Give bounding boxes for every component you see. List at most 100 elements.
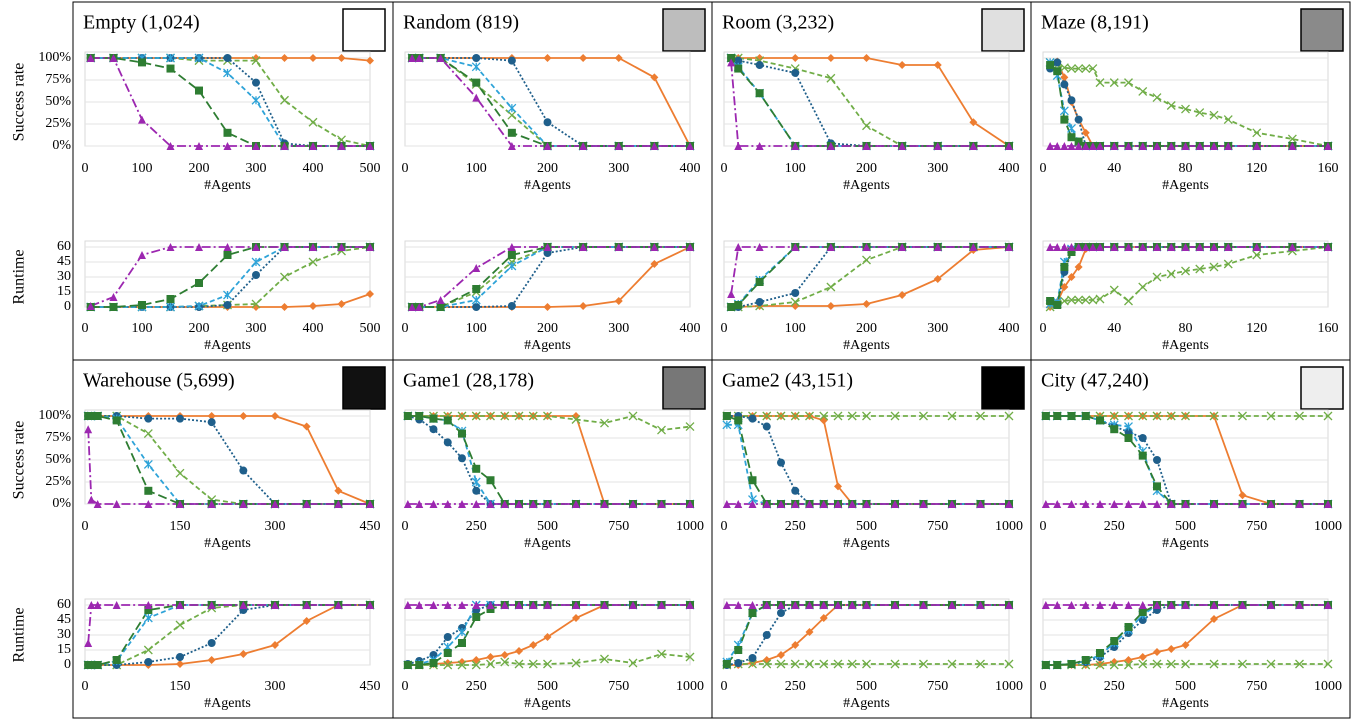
y-tick-label: 45	[57, 254, 71, 269]
marker	[827, 283, 835, 291]
marker	[1110, 425, 1118, 433]
marker	[1153, 648, 1161, 656]
marker	[252, 79, 260, 87]
marker	[110, 303, 118, 311]
marker	[430, 415, 438, 423]
marker	[756, 278, 764, 286]
x-tick-label: 0	[1040, 679, 1047, 694]
marker	[110, 293, 118, 301]
plot-border	[85, 410, 370, 504]
y-tick-label: 45	[57, 612, 71, 627]
marker	[415, 412, 423, 420]
x-tick-label: 1000	[676, 679, 704, 694]
marker	[1053, 58, 1061, 66]
marker	[579, 54, 587, 62]
marker	[224, 69, 232, 77]
marker	[487, 653, 495, 661]
marker	[144, 430, 152, 438]
y-tick-label: 75%	[45, 430, 71, 445]
marker	[1053, 661, 1061, 669]
x-tick-label: 500	[856, 519, 877, 534]
x-tick-label: 200	[189, 321, 210, 336]
marker	[1167, 645, 1175, 653]
marker	[176, 653, 184, 661]
marker	[472, 613, 480, 621]
y-tick-label: 30	[57, 627, 71, 642]
map-thumbnail	[663, 367, 705, 409]
marker	[863, 256, 871, 264]
marker	[224, 301, 232, 309]
marker	[515, 647, 523, 655]
x-tick-label: 0	[402, 519, 409, 534]
x-tick-label: 120	[1246, 321, 1267, 336]
x-tick-label: 300	[608, 161, 629, 176]
y-tick-label: 15	[57, 284, 71, 299]
x-tick-label: 300	[246, 321, 267, 336]
marker	[281, 96, 289, 104]
marker	[777, 459, 785, 467]
x-tick-label: 100	[785, 161, 806, 176]
marker	[176, 660, 184, 668]
x-tick-label: 250	[1104, 679, 1125, 694]
marker	[1060, 116, 1068, 124]
series-line	[727, 425, 1009, 504]
page: Empty (1,024)0%25%50%75%100%010020030040…	[0, 0, 1357, 723]
series-line	[1050, 247, 1328, 305]
x-tick-label: 160	[1318, 321, 1339, 336]
marker	[309, 54, 317, 62]
marker	[1153, 94, 1161, 102]
marker	[138, 58, 146, 66]
marker	[1082, 129, 1090, 137]
marker	[508, 302, 516, 310]
x-tick-label: 0	[82, 161, 89, 176]
x-tick-label: 500	[360, 321, 381, 336]
x-tick-label: 100	[466, 161, 487, 176]
x-tick-label: 0	[1040, 161, 1047, 176]
marker	[404, 412, 412, 420]
x-tick-label: 750	[927, 679, 948, 694]
x-axis-label: #Agents	[524, 338, 571, 353]
y-axis-label: Runtime	[11, 249, 28, 304]
map-thumbnail	[343, 367, 385, 409]
marker	[195, 279, 203, 287]
y-tick-label: 50%	[45, 94, 71, 109]
marker	[1153, 482, 1161, 490]
marker	[1110, 286, 1118, 294]
marker	[281, 54, 289, 62]
x-tick-label: 40	[1107, 321, 1121, 336]
marker	[472, 487, 480, 495]
x-tick-label: 200	[189, 161, 210, 176]
x-tick-label: 1000	[1314, 679, 1342, 694]
marker	[176, 469, 184, 477]
marker	[472, 285, 480, 293]
panel-title: Room (3,232)	[722, 12, 834, 34]
marker	[1139, 434, 1147, 442]
marker	[224, 251, 232, 259]
x-tick-label: 0	[1040, 519, 1047, 534]
x-tick-label: 500	[1175, 519, 1196, 534]
marker	[723, 660, 731, 668]
marker	[1068, 412, 1076, 420]
marker	[749, 654, 757, 662]
x-tick-label: 750	[927, 519, 948, 534]
marker	[1060, 107, 1068, 115]
x-tick-label: 1000	[676, 519, 704, 534]
marker	[281, 303, 289, 311]
marker	[239, 467, 247, 475]
marker	[1068, 660, 1076, 668]
x-tick-label: 300	[927, 321, 948, 336]
y-tick-label: 0%	[52, 496, 71, 511]
x-tick-label: 450	[360, 679, 381, 694]
x-tick-label: 250	[785, 519, 806, 534]
x-axis-label: #Agents	[1162, 178, 1209, 193]
x-tick-label: 160	[1318, 161, 1339, 176]
x-axis-label: #Agents	[204, 338, 251, 353]
x-tick-label: 0	[1040, 321, 1047, 336]
panel-title: City (47,240)	[1041, 370, 1149, 392]
x-tick-label: 1000	[1314, 519, 1342, 534]
marker	[863, 122, 871, 130]
y-tick-label: 15	[57, 642, 71, 657]
marker	[404, 661, 412, 669]
marker	[749, 609, 757, 617]
series-line	[88, 429, 370, 504]
